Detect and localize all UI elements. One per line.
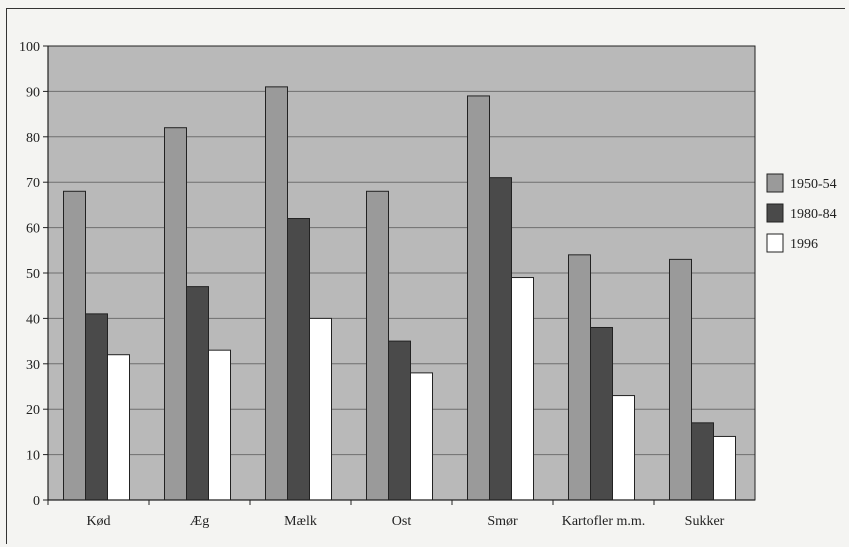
y-tick-label: 0 (33, 494, 40, 509)
y-tick-label: 80 (26, 131, 40, 146)
bar-1980-84-Kartofler m.m. (590, 326, 613, 501)
plot-border (47, 45, 756, 501)
x-category-label: Mælk (284, 514, 317, 529)
bar-1996-Ost (410, 372, 433, 501)
y-tick-label: 70 (26, 176, 40, 191)
bar-1996-Sukker (713, 435, 736, 501)
x-category-label: Kød (86, 514, 110, 529)
bar-1950-54-Mælk (265, 86, 288, 501)
bar-1950-54-Kartofler m.m. (568, 254, 591, 501)
bar-1996-Kød (107, 354, 130, 501)
x-category-label: Kartofler m.m. (562, 514, 646, 529)
bar-1980-84-Kød (85, 313, 108, 501)
bar-1950-54-Ost (366, 190, 389, 501)
x-category-label: Smør (487, 514, 518, 529)
bar-1996-Mælk (309, 317, 332, 501)
y-tick-label: 90 (26, 85, 40, 100)
bar-1996-Kartofler m.m. (612, 395, 635, 501)
legend-swatch-1950-54 (766, 173, 784, 193)
chart-frame (6, 8, 845, 544)
y-tick-label: 30 (26, 358, 40, 373)
x-category-label: Ost (392, 514, 412, 529)
bar-1950-54-Sukker (669, 258, 692, 501)
bar-1950-54-Kød (63, 190, 86, 501)
y-tick-label: 100 (19, 40, 40, 55)
bar-1996-Smør (511, 277, 534, 501)
y-tick-label: 60 (26, 222, 40, 237)
y-tick-label: 40 (26, 312, 40, 327)
bar-1950-54-Æg (164, 127, 187, 501)
y-tick-label: 10 (26, 449, 40, 464)
bar-1980-84-Ost (388, 340, 411, 501)
bar-1950-54-Smør (467, 95, 490, 501)
y-tick-label: 50 (26, 267, 40, 282)
bar-1980-84-Smør (489, 177, 512, 501)
legend-swatch-1980-84 (766, 203, 784, 223)
legend-label: 1980-84 (790, 207, 837, 222)
bar-1980-84-Æg (186, 286, 209, 501)
x-category-label: Sukker (685, 514, 725, 529)
legend-swatch-1996 (766, 233, 784, 253)
legend-label: 1996 (790, 237, 818, 252)
bar-1980-84-Mælk (287, 218, 310, 501)
y-tick-label: 20 (26, 403, 40, 418)
bar-1980-84-Sukker (691, 422, 714, 501)
bar-1996-Æg (208, 349, 231, 501)
legend-label: 1950-54 (790, 177, 837, 192)
x-category-label: Æg (190, 514, 209, 529)
